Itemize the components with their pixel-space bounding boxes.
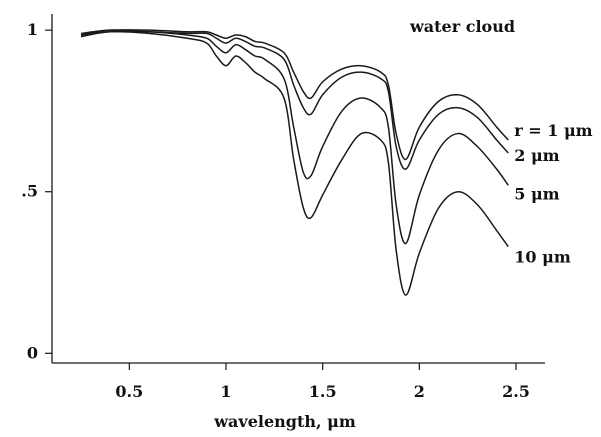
x-ticks-group: 0.5 1 1.5 2 2.5: [115, 363, 530, 401]
x-tick-label: 0.5: [115, 382, 143, 401]
x-tick-label: 2: [414, 382, 425, 401]
series-line-2: [81, 31, 508, 243]
series-label-2: 5 μm: [514, 184, 559, 203]
y-ticks-group: 0.51: [21, 20, 52, 362]
series-line-1: [81, 30, 508, 169]
series-label-3: 10 μm: [514, 248, 571, 267]
x-tick-label: 2.5: [502, 382, 530, 401]
series-label-1: 2 μm: [514, 146, 559, 165]
series-labels-group: r = 1 μm 2 μm 5 μm 10 μm: [514, 121, 592, 267]
series-label-0: r = 1 μm: [514, 121, 592, 140]
series-group: [81, 30, 508, 295]
series-line-0: [81, 30, 508, 160]
x-tick-label: 1: [220, 382, 231, 401]
chart-title: water cloud: [409, 17, 515, 36]
x-axis-label: wavelength, μm: [213, 412, 356, 431]
y-tick-label: .5: [21, 182, 38, 201]
x-tick-label: 1.5: [309, 382, 337, 401]
y-tick-label: 1: [27, 20, 38, 39]
y-tick-label: 0: [27, 343, 38, 362]
series-line-3: [81, 32, 508, 296]
